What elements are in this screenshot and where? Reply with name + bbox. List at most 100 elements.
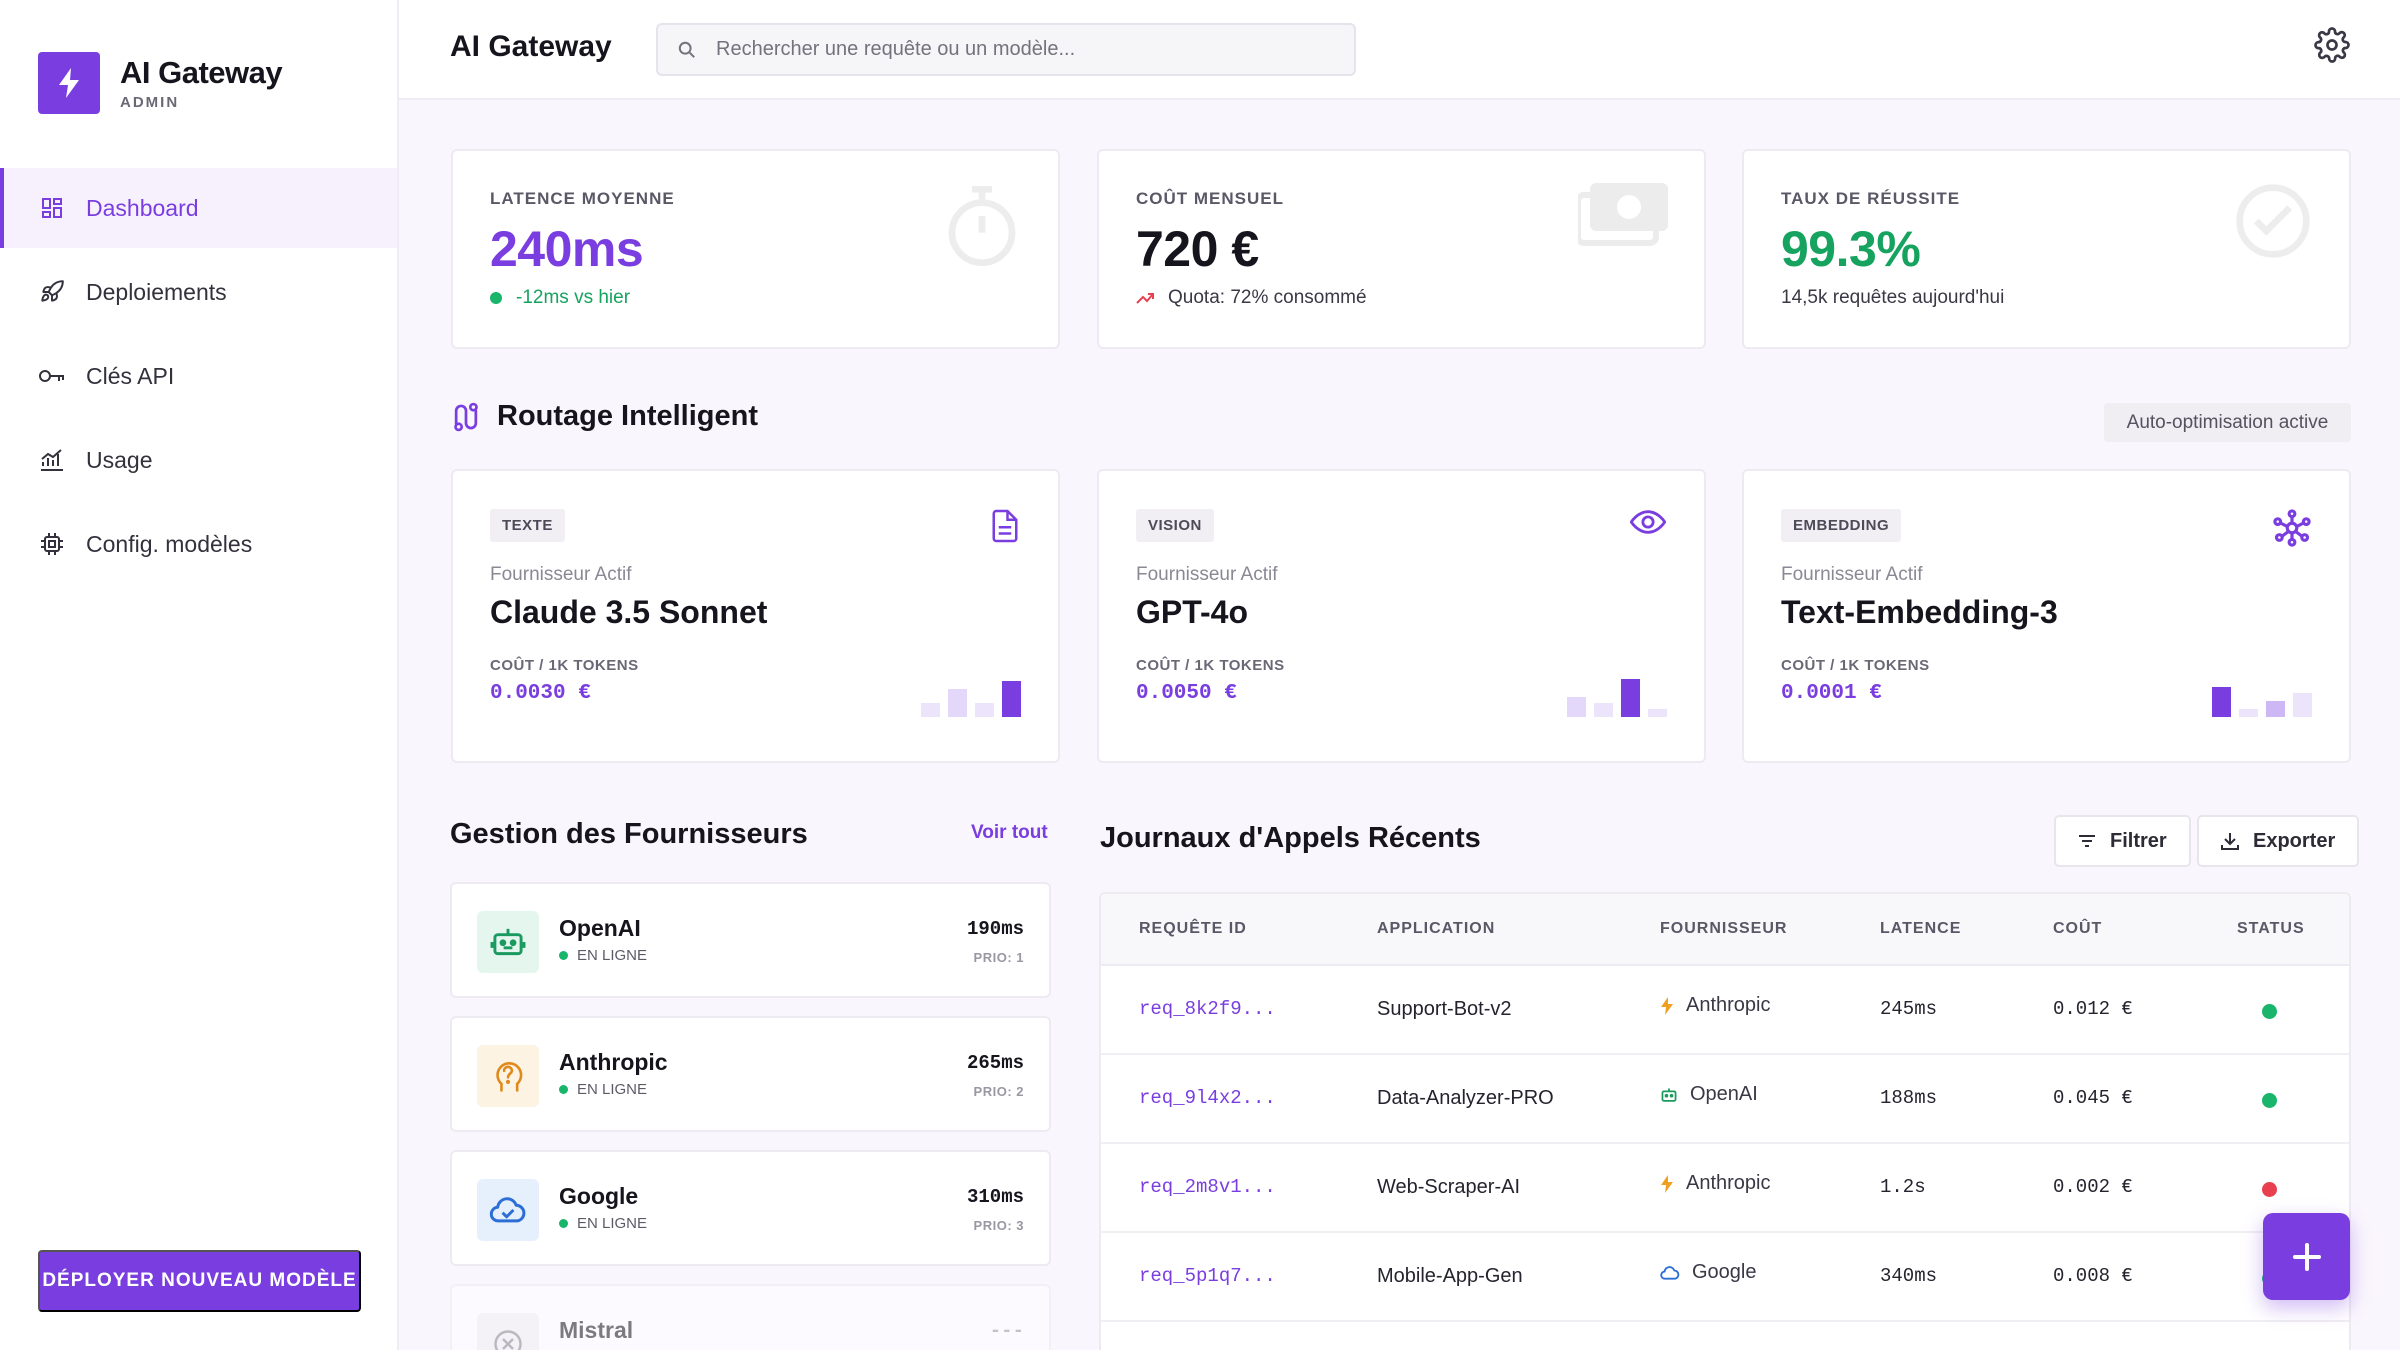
provider-latency: --- [989, 1320, 1024, 1342]
add-fab-button[interactable] [2263, 1213, 2350, 1300]
gear-icon[interactable] [2314, 27, 2350, 63]
stopwatch-icon [942, 181, 1022, 271]
table-row[interactable]: req_9l4x2... Data-Analyzer-PRO OpenAI 18… [1101, 1055, 2349, 1144]
table-row[interactable]: req_2m8v1... Web-Scraper-AI Anthropic 1.… [1101, 1144, 2349, 1233]
search-input[interactable]: Rechercher une requête ou un modèle... [656, 23, 1356, 76]
route-model-name: Claude 3.5 Sonnet [490, 594, 768, 630]
sidebar-item-usage[interactable]: Usage [0, 420, 397, 500]
logs-table: REQUÊTE ID APPLICATION FOURNISSEUR LATEN… [1099, 892, 2351, 1350]
provider-name: Anthropic [1686, 1172, 1771, 1194]
provider-status: EN LIGNE [559, 947, 647, 964]
sidebar-item-dashboard[interactable]: Dashboard [0, 168, 397, 248]
route-card-vision[interactable]: VISION Fournisseur Actif GPT-4o COÛT / 1… [1097, 469, 1706, 763]
robot-icon [1660, 1087, 1678, 1103]
cloud-icon [477, 1179, 539, 1241]
request-id-link[interactable]: req_5p1q7... [1139, 1265, 1276, 1287]
plus-icon [2289, 1239, 2325, 1275]
route-tag: VISION [1136, 509, 1214, 542]
provider-card-google[interactable]: Google EN LIGNE 310ms PRIO: 3 [450, 1150, 1051, 1266]
application-cell: Web-Scraper-AI [1377, 1176, 1521, 1198]
route-cost-label: COÛT / 1K TOKENS [1781, 657, 1930, 674]
column-header[interactable]: APPLICATION [1377, 920, 1496, 937]
provider-priority: PRIO: 3 [973, 1218, 1024, 1233]
sidebar-item-cles-api[interactable]: Clés API [0, 336, 397, 416]
provider-name: OpenAI [559, 915, 641, 941]
request-id-link[interactable]: req_2m8v1... [1139, 1176, 1276, 1198]
route-card-texte[interactable]: TEXTE Fournisseur Actif Claude 3.5 Sonne… [451, 469, 1060, 763]
table-row[interactable]: req_8k2f9... Support-Bot-v2 Anthropic 24… [1101, 966, 2349, 1055]
route-icon [451, 401, 481, 433]
column-header[interactable]: LATENCE [1880, 920, 1962, 937]
stat-sub: -12ms vs hier [490, 287, 1058, 309]
export-button[interactable]: Exporter [2197, 815, 2360, 867]
bolt-icon [38, 52, 100, 114]
latency-cell: 188ms [1880, 1087, 1938, 1109]
brand-subtitle: ADMIN [120, 93, 180, 111]
route-cost-label: COÛT / 1K TOKENS [1136, 657, 1285, 674]
route-card-embedding[interactable]: EMBEDDING Fournisseur Actif Text-Embeddi… [1742, 469, 2351, 763]
cost-cell: 0.045 € [2053, 1087, 2133, 1109]
provider-priority: PRIO: 2 [973, 1084, 1024, 1099]
export-label: Exporter [2253, 829, 2336, 852]
online-dot-icon [559, 1219, 568, 1228]
route-model-name: Text-Embedding-3 [1781, 594, 2058, 630]
provider-status: EN LIGNE [559, 1081, 647, 1098]
deploy-new-model-button[interactable]: DÉPLOYER NOUVEAU MODÈLE [38, 1250, 361, 1312]
sidebar-item-label: Clés API [86, 362, 175, 389]
sidebar-item-label: Config. modèles [86, 530, 253, 557]
sidebar-item-deploiements[interactable]: Deploiements [0, 252, 397, 332]
provider-latency: 190ms [966, 918, 1024, 940]
stat-sub-text: -12ms vs hier [516, 287, 631, 308]
rocket-icon [38, 278, 66, 306]
table-header: REQUÊTE ID APPLICATION FOURNISSEUR LATEN… [1101, 894, 2349, 966]
table-row[interactable]: req_5p1q7... Mobile-App-Gen Google 340ms… [1101, 1233, 2349, 1322]
brand-title: AI Gateway [120, 54, 283, 90]
online-dot-icon [559, 951, 568, 960]
status-error-dot [2262, 1182, 2277, 1197]
provider-name: Google [1692, 1261, 1757, 1283]
sidebar-item-config-modeles[interactable]: Config. modèles [0, 504, 397, 584]
provider-name: Anthropic [559, 1049, 668, 1075]
column-header[interactable]: COÛT [2053, 920, 2103, 937]
view-all-link[interactable]: Voir tout [971, 822, 1048, 843]
stat-value: 240ms [490, 221, 644, 277]
check-circle-icon [2233, 181, 2313, 261]
stat-card-success-rate: TAUX DE RÉUSSITE 99.3% 14,5k requêtes au… [1742, 149, 2351, 349]
provider-card-openai[interactable]: OpenAI EN LIGNE 190ms PRIO: 1 [450, 882, 1051, 998]
provider-status-text: EN LIGNE [577, 947, 648, 964]
provider-status: EN LIGNE [559, 1215, 647, 1232]
provider-name: Mistral [559, 1317, 634, 1343]
routing-title: Routage Intelligent [497, 400, 758, 432]
mini-bar-chart [2212, 687, 2312, 717]
document-icon [990, 509, 1020, 543]
search-icon [678, 41, 696, 59]
stat-sub-text: Quota: 72% consommé [1168, 287, 1367, 308]
provider-card-anthropic[interactable]: Anthropic EN LIGNE 265ms PRIO: 2 [450, 1016, 1051, 1132]
stat-sub: Quota: 72% consommé [1136, 287, 1704, 309]
sidebar: AI Gateway ADMIN Dashboard Deploiements … [0, 0, 399, 1350]
latency-cell: 340ms [1880, 1265, 1938, 1287]
provider-status-text: EN LIGNE [577, 1081, 648, 1098]
status-success-dot [2262, 1093, 2277, 1108]
column-header[interactable]: STATUS [2237, 920, 2305, 937]
online-dot-icon [559, 1085, 568, 1094]
latency-cell: 1.2s [1880, 1176, 1926, 1198]
filter-button[interactable]: Filtrer [2054, 815, 2191, 867]
provider-latency: 265ms [966, 1052, 1024, 1074]
routing-header: Routage Intelligent [451, 400, 758, 433]
dashboard-icon [38, 194, 66, 222]
route-cost-value: 0.0050 € [1136, 682, 1237, 705]
sidebar-item-label: Usage [86, 446, 153, 473]
request-id-link[interactable]: req_9l4x2... [1139, 1087, 1276, 1109]
application-cell: Data-Analyzer-PRO [1377, 1087, 1554, 1109]
auto-optimization-badge: Auto-optimisation active [2104, 403, 2351, 442]
brand[interactable]: AI Gateway ADMIN [38, 52, 283, 114]
route-cost-value: 0.0001 € [1781, 682, 1882, 705]
column-header[interactable]: REQUÊTE ID [1139, 920, 1247, 937]
provider-card-mistral[interactable]: Mistral --- [450, 1284, 1051, 1350]
page-title: AI Gateway [450, 30, 612, 63]
request-id-link[interactable]: req_8k2f9... [1139, 998, 1276, 1020]
key-icon [38, 362, 66, 390]
stat-sub: 14,5k requêtes aujourd'hui [1781, 287, 2349, 309]
column-header[interactable]: FOURNISSEUR [1660, 920, 1788, 937]
